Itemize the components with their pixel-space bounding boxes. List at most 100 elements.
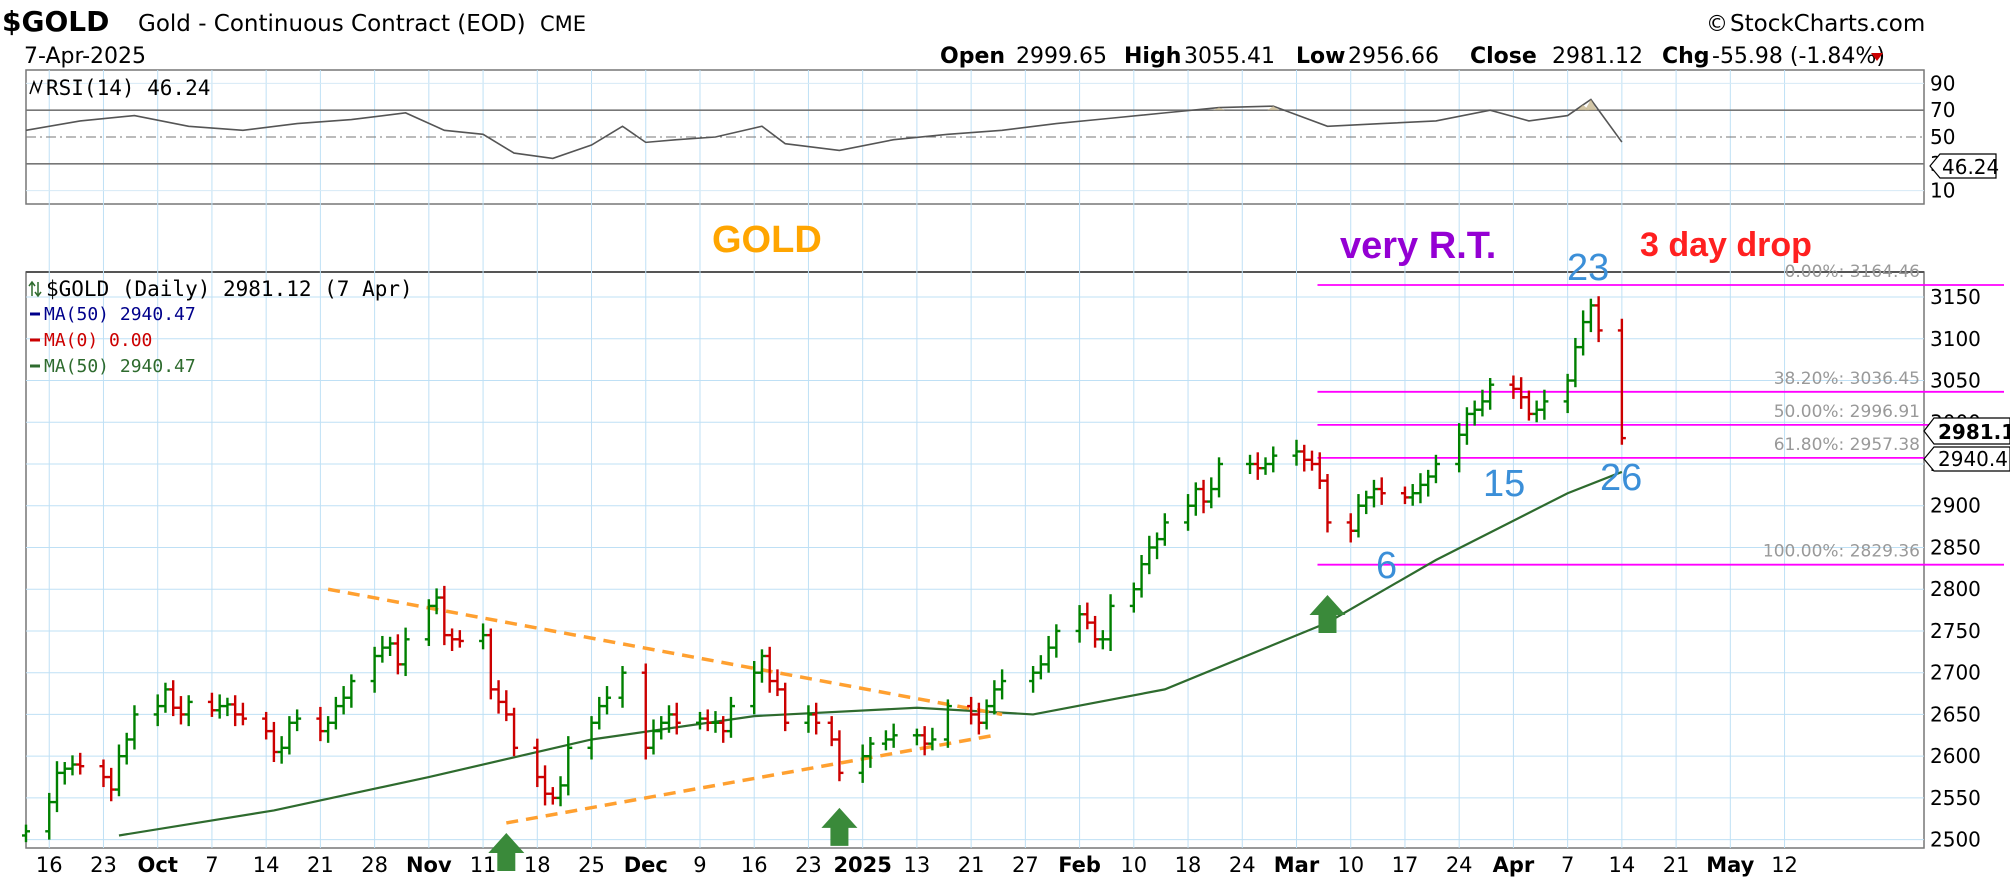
price-tick-label: 2600 — [1930, 744, 1981, 768]
rsi-label: RSI(14) 46.24 — [46, 76, 210, 100]
price-tick-label: 2700 — [1930, 661, 1981, 685]
chg-value: -55.98 (-1.84%) — [1712, 44, 1885, 69]
x-tick-label: 18 — [524, 853, 551, 877]
x-tick-label: 2025 — [833, 853, 891, 877]
legend-ma1: MA(50) 2940.47 — [44, 304, 196, 325]
x-tick-label: 7 — [1561, 853, 1574, 877]
annotation-15: 15 — [1483, 463, 1525, 505]
close-badge-shape — [1923, 417, 2010, 445]
trendline — [327, 587, 1003, 717]
down-triangle-icon — [1871, 53, 1883, 61]
x-tick-label: 23 — [90, 853, 117, 877]
price-tick-label: 2750 — [1930, 619, 1981, 643]
x-tick-label: Feb — [1058, 853, 1101, 877]
annotation-very-rt: very R.T. — [1340, 225, 1496, 267]
x-tick-label: 16 — [36, 853, 63, 877]
rsi-tick-label: 50 — [1930, 125, 1955, 149]
rsi-icon — [29, 79, 43, 95]
ma50-line — [118, 470, 1623, 837]
rsi-tick-label: 10 — [1930, 179, 1955, 203]
x-tick-label: Apr — [1493, 853, 1535, 877]
low-label: Low — [1296, 44, 1345, 69]
instrument-name: Gold - Continuous Contract (EOD) — [138, 11, 526, 37]
rsi-legend: RSI(14) 46.24 — [29, 76, 210, 100]
chg-label: Chg — [1662, 44, 1710, 69]
price-tick-label: 3100 — [1930, 327, 1981, 351]
x-tick-label: May — [1706, 853, 1754, 877]
close-badge: 2981.12 — [1938, 420, 2010, 444]
x-tick-label: 12 — [1771, 853, 1798, 877]
price-tick-label: 2850 — [1930, 535, 1981, 559]
exchange: CME — [540, 12, 586, 36]
legend-title: $GOLD (Daily) 2981.12 (7 Apr) — [46, 277, 413, 301]
chart-date: 7-Apr-2025 — [24, 44, 146, 69]
x-tick-label: 21 — [958, 853, 985, 877]
fib-label: 100.00%: 2829.36 — [1763, 542, 1920, 562]
rsi-tick-label: 90 — [1930, 71, 1955, 95]
x-tick-label: 10 — [1337, 853, 1364, 877]
close-value: 2981.12 — [1552, 44, 1643, 69]
x-tick-label: 23 — [795, 853, 822, 877]
x-tick-label: 24 — [1446, 853, 1473, 877]
open-value: 2999.65 — [1016, 44, 1107, 69]
value-badges: 46.24 2981.12 2940.47 — [1923, 153, 2010, 472]
ma-badge-shape — [1923, 446, 2010, 472]
high-value: 3055.41 — [1184, 44, 1275, 69]
x-tick-label: Mar — [1274, 853, 1320, 877]
annotation-6: 6 — [1376, 545, 1397, 587]
up-arrow-icon — [488, 832, 525, 871]
fib-label: 61.80%: 2957.38 — [1774, 435, 1920, 455]
price-tick-label: 2550 — [1930, 786, 1981, 810]
price-layer: 0.00%: 3164.46 38.20%: 3036.45 50.00%: 299… — [22, 262, 2004, 871]
price-legend: $GOLD (Daily) 2981.12 (7 Apr) MA(50) 294… — [28, 277, 413, 377]
trendline — [506, 733, 995, 825]
annotation-23: 23 — [1567, 247, 1609, 289]
up-arrow-icon — [821, 807, 858, 846]
ohlc-readout: Open 2999.65 High 3055.41 Low 2956.66 Cl… — [940, 44, 1885, 69]
annotation-26: 26 — [1600, 457, 1642, 499]
x-tick-label: Nov — [406, 853, 452, 877]
open-label: Open — [940, 44, 1005, 69]
high-label: High — [1124, 44, 1181, 69]
x-tick-label: 14 — [253, 853, 280, 877]
rsi-tick-label: 70 — [1930, 98, 1955, 122]
price-tick-label: 3150 — [1930, 285, 1981, 309]
price-tick-label: 3050 — [1930, 369, 1981, 393]
chart-header: $GOLD Gold - Continuous Contract (EOD) C… — [2, 5, 1925, 69]
ohlc-icon — [28, 280, 42, 298]
x-tick-label: 10 — [1120, 853, 1147, 877]
legend-ma2: MA(0) 0.00 — [44, 330, 152, 351]
rsi-overbought-fill — [1213, 107, 1226, 111]
brand: StockCharts.com — [1730, 11, 1925, 37]
x-tick-label: 18 — [1175, 853, 1202, 877]
x-tick-label: 21 — [307, 853, 334, 877]
rsi-overbought-fill — [1267, 106, 1280, 111]
x-tick-label: 13 — [904, 853, 931, 877]
symbol: $GOLD — [2, 5, 109, 38]
rsi-line — [25, 98, 1623, 160]
annotation-gold: GOLD — [712, 219, 822, 261]
x-tick-label: 25 — [578, 853, 605, 877]
copyright-icon: © — [1706, 12, 1728, 37]
x-tick-label: 7 — [205, 853, 218, 877]
up-arrow-icon — [1309, 595, 1346, 634]
rsi-badge: 46.24 — [1942, 155, 1999, 179]
legend-ma3: MA(50) 2940.47 — [44, 356, 196, 377]
low-value: 2956.66 — [1348, 44, 1439, 69]
price-tick-label: 2500 — [1930, 828, 1981, 852]
price-panel-frame — [25, 271, 1925, 849]
price-tick-label: 2650 — [1930, 702, 1981, 726]
x-tick-label: 28 — [361, 853, 388, 877]
x-tick-label: Oct — [138, 853, 178, 877]
x-tick-label: 16 — [741, 853, 768, 877]
x-tick-label: 9 — [693, 853, 706, 877]
x-tick-label: 11 — [470, 853, 497, 877]
x-tick-label: 24 — [1229, 853, 1256, 877]
rsi-layer — [25, 98, 1623, 160]
rsi-badge-shape — [1929, 153, 1997, 179]
x-tick-label: 27 — [1012, 853, 1039, 877]
x-tick-label: 14 — [1609, 853, 1636, 877]
x-tick-label: Dec — [624, 853, 668, 877]
price-tick-label: 2900 — [1930, 494, 1981, 518]
fib-label: 50.00%: 2996.91 — [1774, 402, 1920, 422]
